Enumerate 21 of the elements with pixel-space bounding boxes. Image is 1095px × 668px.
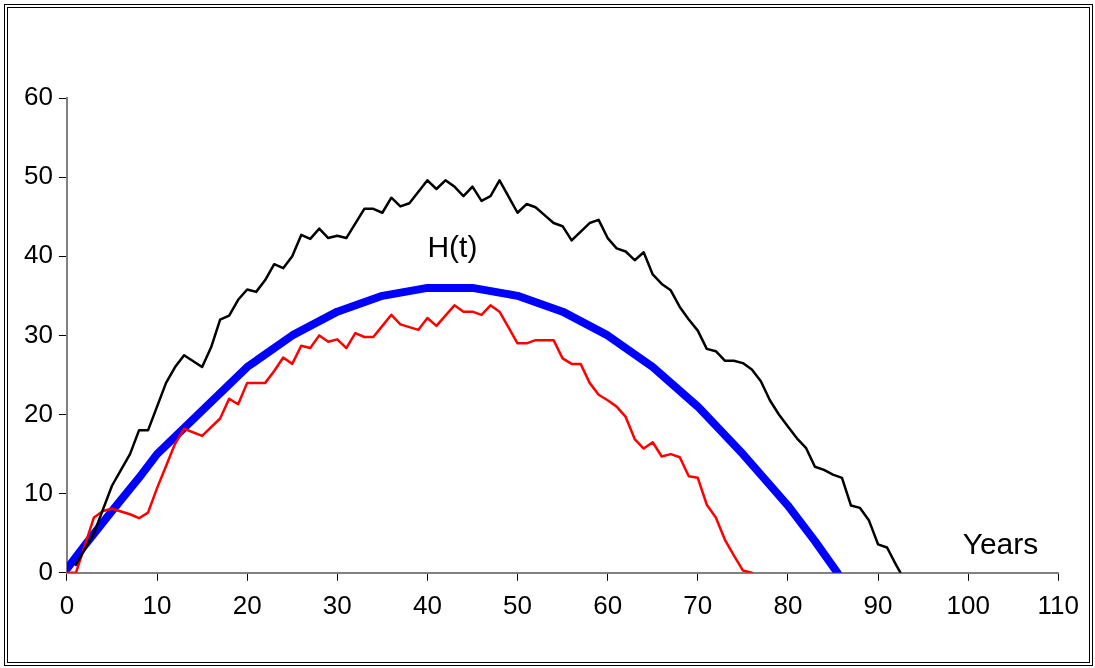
y-tick-label: 50 [24, 160, 53, 191]
y-tick-label: 30 [24, 318, 53, 349]
x-tick-label: 40 [412, 589, 442, 620]
y-tick-label: 40 [24, 239, 53, 270]
y-tick-label: 10 [24, 476, 53, 507]
x-tick-label: 80 [773, 589, 803, 620]
y-tick-label: 20 [24, 397, 53, 428]
x-tick-label: 110 [1037, 589, 1079, 620]
x-tick-label: 70 [683, 589, 713, 620]
x-tick-label: 30 [322, 589, 352, 620]
y-tick-label: 0 [38, 555, 53, 586]
x-axis-title: Years [962, 527, 1039, 561]
y-tick-label: 60 [24, 81, 53, 112]
x-tick-label: 60 [593, 589, 623, 620]
x-tick-label: 50 [503, 589, 532, 620]
series-label: H(t) [427, 230, 478, 264]
x-tick-label: 10 [142, 589, 172, 620]
x-tick-label: 0 [59, 589, 75, 620]
x-tick-label: 20 [232, 589, 262, 620]
x-tick-label: 100 [946, 589, 990, 620]
x-tick-label: 90 [863, 589, 893, 620]
